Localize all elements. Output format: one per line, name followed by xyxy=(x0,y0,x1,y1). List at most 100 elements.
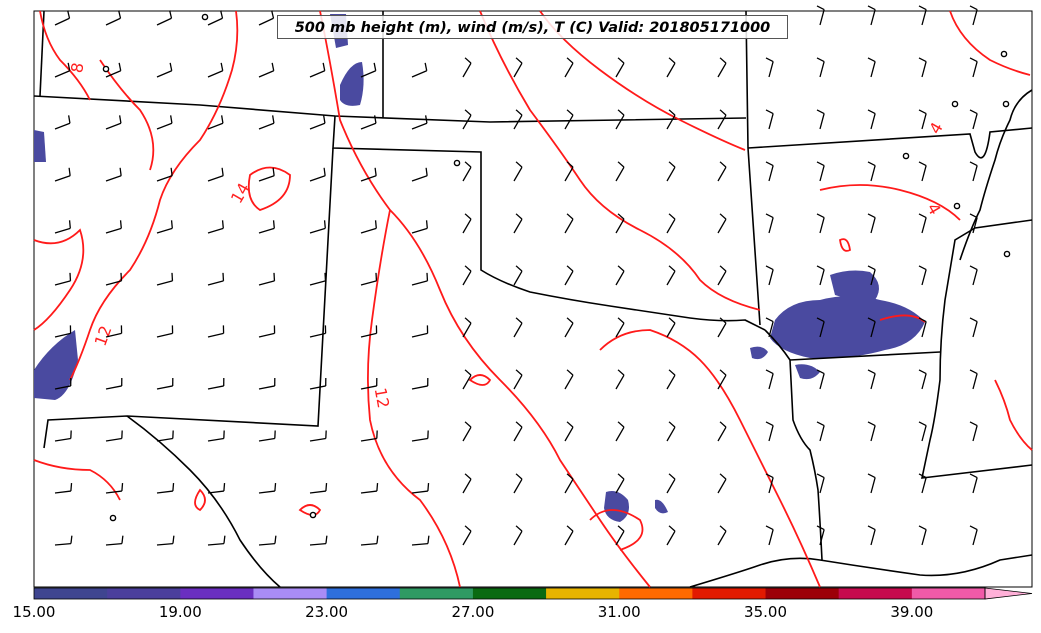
wind-barb xyxy=(615,473,625,494)
wind-barb xyxy=(867,5,876,26)
wind-barb xyxy=(105,272,123,286)
colorbar-swatch xyxy=(180,588,254,599)
wind-barb xyxy=(462,109,472,130)
shade-region-ne-nm xyxy=(340,62,364,106)
colorbar-swatch xyxy=(399,588,474,599)
wind-barb xyxy=(969,473,978,494)
wind-barb xyxy=(765,473,774,494)
wind-barb xyxy=(765,265,774,286)
wind-barb xyxy=(918,317,927,338)
wind-barb xyxy=(867,369,876,390)
wind-barb xyxy=(816,473,825,494)
wind-barb xyxy=(765,369,774,390)
wind-barb xyxy=(918,369,927,390)
wind-barb xyxy=(867,265,876,286)
wind-barb xyxy=(411,167,428,182)
wind-barb xyxy=(156,535,175,546)
wind-barb xyxy=(717,473,727,494)
wind-barb xyxy=(816,421,825,442)
wind-barb xyxy=(105,115,122,130)
station-marker xyxy=(109,514,117,522)
wind-barb xyxy=(717,369,727,390)
station-marker xyxy=(1002,100,1010,108)
wind-barb xyxy=(105,167,122,182)
wind-barb xyxy=(666,161,676,182)
wind-barb xyxy=(156,220,173,234)
wind-barb xyxy=(309,430,327,442)
wind-barb xyxy=(105,325,123,338)
colorbar-swatch xyxy=(838,588,913,599)
wind-barb xyxy=(918,265,927,286)
wind-barb xyxy=(666,213,676,234)
wind-barb xyxy=(309,377,327,390)
shade-region-small-2 xyxy=(795,364,820,380)
station-marker xyxy=(1000,50,1008,58)
wind-barb xyxy=(564,317,574,338)
wind-barb xyxy=(717,265,727,286)
wind-barb xyxy=(156,115,173,130)
wind-barb xyxy=(54,220,71,234)
wind-barb xyxy=(918,421,927,442)
wind-barb xyxy=(360,535,379,546)
wind-barb xyxy=(969,317,978,338)
wind-barb xyxy=(564,473,574,494)
wind-barb xyxy=(816,317,825,338)
colorbar xyxy=(33,587,1033,600)
station-marker xyxy=(453,159,461,167)
wind-barb xyxy=(207,115,224,130)
wind-barb xyxy=(54,62,71,78)
state-borders xyxy=(33,10,1033,588)
colorbar-tick-label: 15.00 xyxy=(12,603,56,621)
wind-barb xyxy=(105,10,122,26)
wind-barb xyxy=(309,62,326,78)
wind-barb xyxy=(765,109,774,130)
wind-barb xyxy=(156,272,174,286)
colorbar-tick-label: 39.00 xyxy=(890,603,934,621)
wind-barb xyxy=(105,62,122,78)
wind-barb xyxy=(309,535,328,546)
wind-barb xyxy=(156,167,173,182)
wind-barb xyxy=(765,317,774,338)
wind-barb xyxy=(258,483,277,494)
wind-barb xyxy=(867,161,876,182)
wind-barb xyxy=(867,525,876,546)
wind-barb xyxy=(816,265,825,286)
wind-barb xyxy=(615,57,625,78)
wind-barb xyxy=(513,57,523,78)
wind-barb xyxy=(258,535,277,546)
wind-barb xyxy=(513,473,523,494)
wind-barb xyxy=(462,421,472,442)
wind-barb xyxy=(360,430,378,442)
wind-barb xyxy=(360,377,378,390)
wind-barb xyxy=(615,213,625,234)
wind-barb xyxy=(462,265,472,286)
wind-barb xyxy=(360,325,378,338)
wind-barb xyxy=(816,57,825,78)
wind-barb xyxy=(105,220,122,234)
wind-barb xyxy=(258,10,275,26)
wind-barb xyxy=(918,473,927,494)
colorbar-swatch xyxy=(911,588,986,599)
wind-barb xyxy=(309,325,327,338)
wind-barb xyxy=(54,115,71,130)
wind-barb xyxy=(54,377,72,390)
wind-barb xyxy=(564,109,574,130)
wind-barb xyxy=(258,272,276,286)
wind-barb xyxy=(105,377,123,390)
wind-barb xyxy=(615,265,625,286)
wind-barb xyxy=(462,525,472,546)
wind-barb xyxy=(918,5,927,26)
wind-barb xyxy=(207,10,224,26)
shade-region-small-1 xyxy=(750,346,768,360)
wind-barb xyxy=(918,109,927,130)
wind-barb xyxy=(360,272,378,286)
wind-barb xyxy=(969,265,978,286)
wind-barb xyxy=(309,167,326,182)
wind-barb xyxy=(564,369,574,390)
wind-barb xyxy=(207,62,224,78)
wind-barb xyxy=(54,483,73,494)
contour-label: 12 xyxy=(371,386,393,409)
shade-region-west xyxy=(34,330,78,400)
wind-barb xyxy=(816,213,825,234)
